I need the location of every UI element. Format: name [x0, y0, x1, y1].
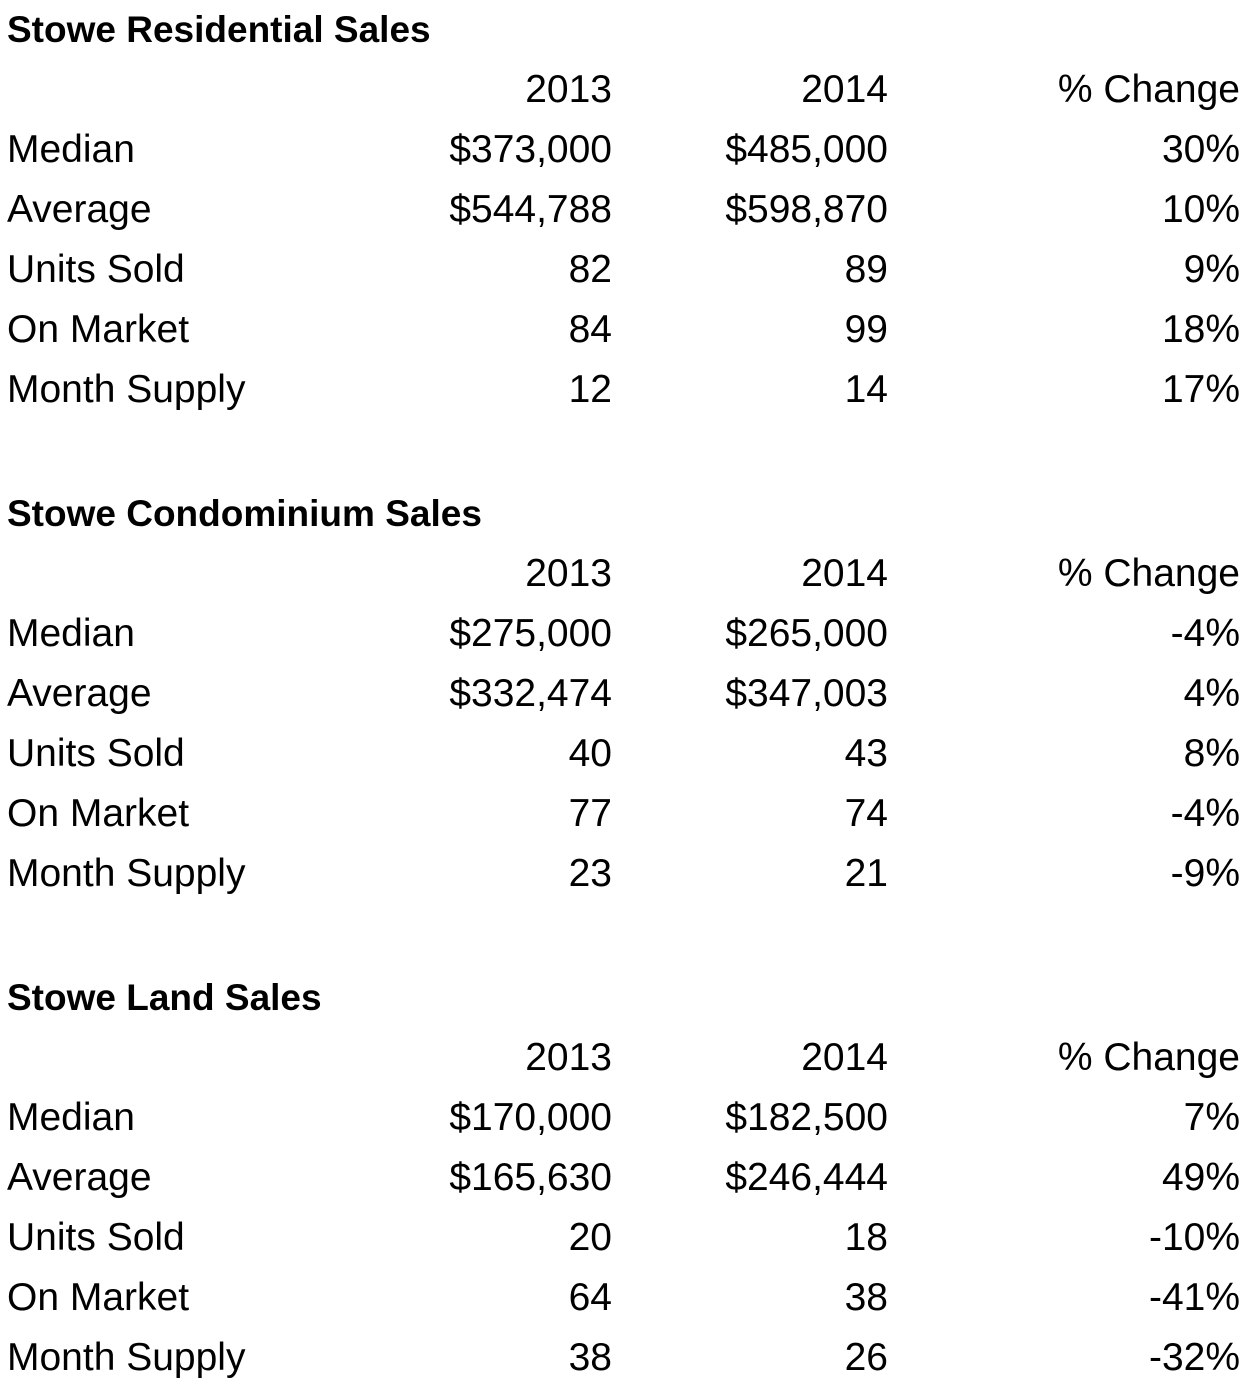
value-2014: 89 — [844, 248, 888, 291]
value-2014: 18 — [844, 1216, 888, 1259]
value-change: -32% — [1148, 1336, 1240, 1379]
value-2013: $275,000 — [449, 612, 612, 655]
row-label: Month Supply — [7, 852, 246, 895]
value-change: 17% — [1161, 368, 1240, 411]
value-2013: 84 — [568, 308, 612, 351]
value-2014: $182,500 — [725, 1096, 888, 1139]
table-row: Units Sold 82 89 9% — [0, 240, 1252, 300]
value-2014: 14 — [844, 368, 888, 411]
value-2014: $598,870 — [725, 188, 888, 231]
value-2014: $485,000 — [725, 128, 888, 171]
residential-sales-section: Stowe Residential Sales 2013 2014 % Chan… — [0, 0, 1252, 420]
value-2014: $246,444 — [725, 1156, 888, 1199]
column-header-2014: 2014 — [801, 552, 888, 595]
table-row: On Market 84 99 18% — [0, 300, 1252, 360]
value-2013: 40 — [568, 732, 612, 775]
value-change: -9% — [1170, 852, 1240, 895]
value-2013: $373,000 — [449, 128, 612, 171]
row-label: Average — [7, 672, 152, 715]
value-2013: $165,630 — [449, 1156, 612, 1199]
row-label: Median — [7, 128, 135, 171]
value-2013: $332,474 — [449, 672, 612, 715]
value-change: -4% — [1170, 792, 1240, 835]
section-title: Stowe Condominium Sales — [7, 493, 482, 534]
value-change: -41% — [1148, 1276, 1240, 1319]
table-row: Month Supply 12 14 17% — [0, 360, 1252, 420]
column-header-row: 2013 2014 % Change — [0, 60, 1252, 120]
value-2013: 20 — [568, 1216, 612, 1259]
value-2013: $544,788 — [449, 188, 612, 231]
value-2014: $347,003 — [725, 672, 888, 715]
table-row: On Market 77 74 -4% — [0, 784, 1252, 844]
value-change: 18% — [1161, 308, 1240, 351]
value-change: 7% — [1183, 1096, 1240, 1139]
row-label: Units Sold — [7, 248, 185, 291]
value-change: -4% — [1170, 612, 1240, 655]
column-header-2013: 2013 — [525, 552, 612, 595]
value-2013: 23 — [568, 852, 612, 895]
table-row: Month Supply 38 26 -32% — [0, 1328, 1252, 1388]
value-2014: 38 — [844, 1276, 888, 1319]
column-header-row: 2013 2014 % Change — [0, 544, 1252, 604]
value-2014: 43 — [844, 732, 888, 775]
value-change: 9% — [1183, 248, 1240, 291]
value-2014: 26 — [844, 1336, 888, 1379]
row-label: Median — [7, 612, 135, 655]
row-label: Median — [7, 1096, 135, 1139]
column-header-change: % Change — [1057, 552, 1240, 595]
value-2013: 12 — [568, 368, 612, 411]
value-change: -10% — [1148, 1216, 1240, 1259]
value-2013: 82 — [568, 248, 612, 291]
column-header-2013: 2013 — [525, 1036, 612, 1079]
column-header-change: % Change — [1057, 1036, 1240, 1079]
value-change: 49% — [1161, 1156, 1240, 1199]
row-label: Average — [7, 188, 152, 231]
value-2013: 64 — [568, 1276, 612, 1319]
row-label: Units Sold — [7, 1216, 185, 1259]
section-title: Stowe Residential Sales — [7, 9, 431, 50]
column-header-2013: 2013 — [525, 68, 612, 111]
column-header-2014: 2014 — [801, 68, 888, 111]
row-label: Average — [7, 1156, 152, 1199]
column-header-2014: 2014 — [801, 1036, 888, 1079]
section-title: Stowe Land Sales — [7, 977, 322, 1018]
value-2014: $265,000 — [725, 612, 888, 655]
row-label: Units Sold — [7, 732, 185, 775]
table-row: Average $544,788 $598,870 10% — [0, 180, 1252, 240]
row-label: Month Supply — [7, 368, 246, 411]
value-2013: 38 — [568, 1336, 612, 1379]
table-row: Average $332,474 $347,003 4% — [0, 664, 1252, 724]
table-row: Median $170,000 $182,500 7% — [0, 1088, 1252, 1148]
row-label: Month Supply — [7, 1336, 246, 1379]
table-row: On Market 64 38 -41% — [0, 1268, 1252, 1328]
value-change: 10% — [1161, 188, 1240, 231]
value-2013: $170,000 — [449, 1096, 612, 1139]
table-row: Median $373,000 $485,000 30% — [0, 120, 1252, 180]
table-row: Units Sold 40 43 8% — [0, 724, 1252, 784]
table-row: Units Sold 20 18 -10% — [0, 1208, 1252, 1268]
value-2014: 74 — [844, 792, 888, 835]
value-2014: 99 — [844, 308, 888, 351]
table-row: Median $275,000 $265,000 -4% — [0, 604, 1252, 664]
value-2013: 77 — [568, 792, 612, 835]
column-header-change: % Change — [1057, 68, 1240, 111]
condominium-sales-section: Stowe Condominium Sales 2013 2014 % Chan… — [0, 484, 1252, 904]
value-change: 8% — [1183, 732, 1240, 775]
table-row: Month Supply 23 21 -9% — [0, 844, 1252, 904]
row-label: On Market — [7, 308, 190, 351]
value-2014: 21 — [844, 852, 888, 895]
column-header-row: 2013 2014 % Change — [0, 1028, 1252, 1088]
row-label: On Market — [7, 1276, 190, 1319]
table-row: Average $165,630 $246,444 49% — [0, 1148, 1252, 1208]
land-sales-section: Stowe Land Sales 2013 2014 % Change Medi… — [0, 968, 1252, 1388]
value-change: 4% — [1183, 672, 1240, 715]
value-change: 30% — [1161, 128, 1240, 171]
row-label: On Market — [7, 792, 190, 835]
